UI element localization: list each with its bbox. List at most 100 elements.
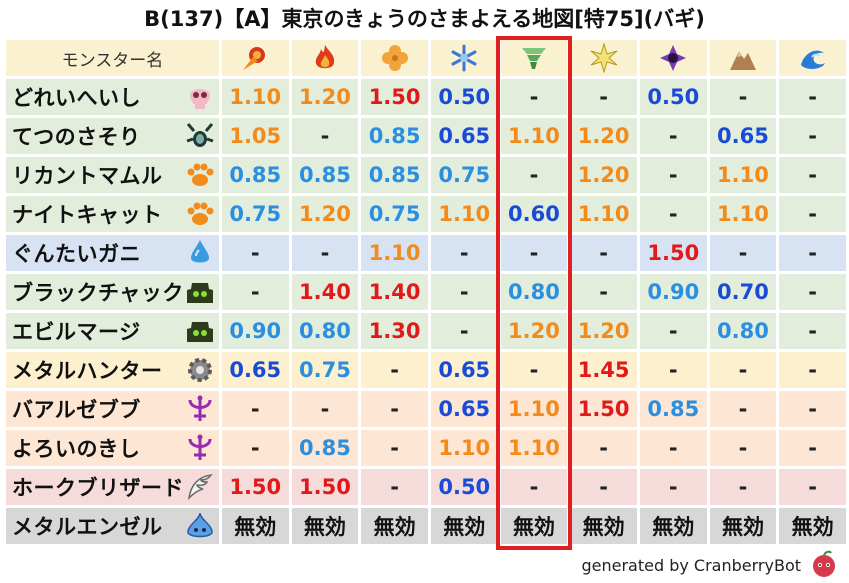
resistance-value: 無効 (709, 508, 777, 544)
flame-icon (315, 45, 335, 69)
resistance-value: 0.85 (291, 430, 359, 466)
resistance-value: 0.85 (361, 157, 428, 193)
table-row: ブラックチャック -1.40 1.40-0.80-0.90 0.70- (6, 274, 846, 310)
resistance-value: - (709, 79, 777, 115)
resistance-value: 1.10 (430, 196, 498, 232)
resistance-value: 1.20 (570, 157, 637, 193)
monster-name: よろいのきし (12, 437, 141, 461)
resistance-value: 1.20 (291, 196, 359, 232)
resistance-value: - (709, 391, 777, 427)
table-row: リカントマムル 0.85 0.85 0.85 0.75-1.20-1.10- (6, 157, 846, 193)
resistance-value: 1.10 (221, 79, 289, 115)
resistance-value: 無効 (291, 508, 359, 544)
rock-mountain-icon (729, 51, 756, 70)
resistance-value: - (779, 274, 846, 310)
header-cell-9 (779, 40, 846, 76)
resistance-value: - (570, 274, 637, 310)
resistance-value: - (221, 274, 289, 310)
resistance-value: - (570, 79, 637, 115)
table-row: ナイトキャット 0.75 1.20 0.75 1.10 0.60 1.10-1.10- (6, 196, 846, 232)
resistance-value: - (639, 469, 707, 505)
resistance-value: - (779, 469, 846, 505)
resistance-value: - (779, 157, 846, 193)
header-cell-2 (291, 40, 359, 76)
resistance-value: 1.20 (570, 313, 637, 349)
resistance-value: - (779, 118, 846, 154)
header-row: モンスター名 (6, 40, 846, 76)
resistance-value: - (639, 118, 707, 154)
resistance-value: 1.20 (291, 79, 359, 115)
resistance-value: - (500, 235, 568, 271)
star-burst-icon (590, 43, 617, 73)
monster-name-cell: メタルハンター (6, 352, 219, 388)
header-cell-6 (570, 40, 637, 76)
resistance-value: - (570, 430, 637, 466)
resistance-value: 1.20 (570, 118, 637, 154)
table-row: よろいのきし -0.85-1.10 1.10- - - - (6, 430, 846, 466)
header-cell-1 (221, 40, 289, 76)
monster-name: リカントマムル (12, 164, 163, 188)
resistance-value: 1.10 (430, 430, 498, 466)
monster-name: てつのさそり (12, 125, 141, 149)
resistance-value: 0.75 (361, 196, 428, 232)
resistance-value: - (779, 352, 846, 388)
resistance-table: モンスター名 (3, 37, 849, 547)
resistance-value: 1.50 (570, 391, 637, 427)
resistance-value: - (709, 469, 777, 505)
resistance-value: 1.50 (639, 235, 707, 271)
resistance-value: 無効 (361, 508, 428, 544)
resistance-value: - (779, 430, 846, 466)
monster-name: ホークブリザード (12, 476, 184, 500)
monster-name-cell: エビルマージ (6, 313, 219, 349)
resistance-value: - (639, 157, 707, 193)
resistance-value: 0.65 (430, 352, 498, 388)
monster-name-cell: よろいのきし (6, 430, 219, 466)
table-row: どれいへいし 1.10 1.20 1.50 0.50- -0.50- - (6, 79, 846, 115)
resistance-value: 1.10 (709, 196, 777, 232)
resistance-value: - (361, 430, 428, 466)
resistance-value: - (639, 196, 707, 232)
monster-name-header: モンスター名 (6, 40, 219, 76)
resistance-value: - (500, 469, 568, 505)
resistance-value: 1.50 (291, 469, 359, 505)
monster-name: メタルエンゼル (12, 515, 163, 539)
resistance-value: 無効 (570, 508, 637, 544)
table-row: バアルゼブブ - - -0.65 1.10 1.50 0.85- - (6, 391, 846, 427)
resistance-value: 0.65 (430, 391, 498, 427)
monster-name: ブラックチャック (12, 281, 184, 305)
resistance-value: 0.85 (639, 391, 707, 427)
clover-icon (381, 45, 408, 71)
table-row: メタルエンゼル 無効 無効 無効 無効 無効 無効 無効 無効 無効 (6, 508, 846, 544)
resistance-value: - (361, 352, 428, 388)
monster-name: ナイトキャット (12, 203, 163, 227)
resistance-value: 0.90 (221, 313, 289, 349)
resistance-value: 無効 (639, 508, 707, 544)
resistance-value: 1.10 (500, 391, 568, 427)
resistance-value: 0.60 (500, 196, 568, 232)
resistance-value: - (570, 469, 637, 505)
resistance-value: 無効 (779, 508, 846, 544)
resistance-value: 0.50 (430, 79, 498, 115)
resistance-value: 1.50 (361, 79, 428, 115)
monster-name-cell: てつのさそり (6, 118, 219, 154)
resistance-value: - (291, 391, 359, 427)
wave-icon (800, 50, 825, 69)
monster-name: メタルハンター (12, 359, 163, 383)
resistance-value: - (500, 79, 568, 115)
resistance-value: 0.80 (291, 313, 359, 349)
resistance-value: 無効 (500, 508, 568, 544)
resistance-value: - (291, 235, 359, 271)
page-title: B(137)【A】東京のきょうのさまよえる地図[特75](バギ) (144, 7, 705, 31)
resistance-value: 0.50 (430, 469, 498, 505)
resistance-value: 1.05 (221, 118, 289, 154)
resistance-value: - (291, 118, 359, 154)
resistance-value: 1.10 (500, 430, 568, 466)
resistance-value: - (639, 430, 707, 466)
purple-spiral-icon (660, 45, 687, 71)
resistance-value: 無効 (430, 508, 498, 544)
resistance-value: 0.85 (221, 157, 289, 193)
resistance-value: 0.85 (291, 157, 359, 193)
monster-name-cell: ブラックチャック (6, 274, 219, 310)
resistance-value: 0.70 (709, 274, 777, 310)
resistance-value: 1.10 (570, 196, 637, 232)
